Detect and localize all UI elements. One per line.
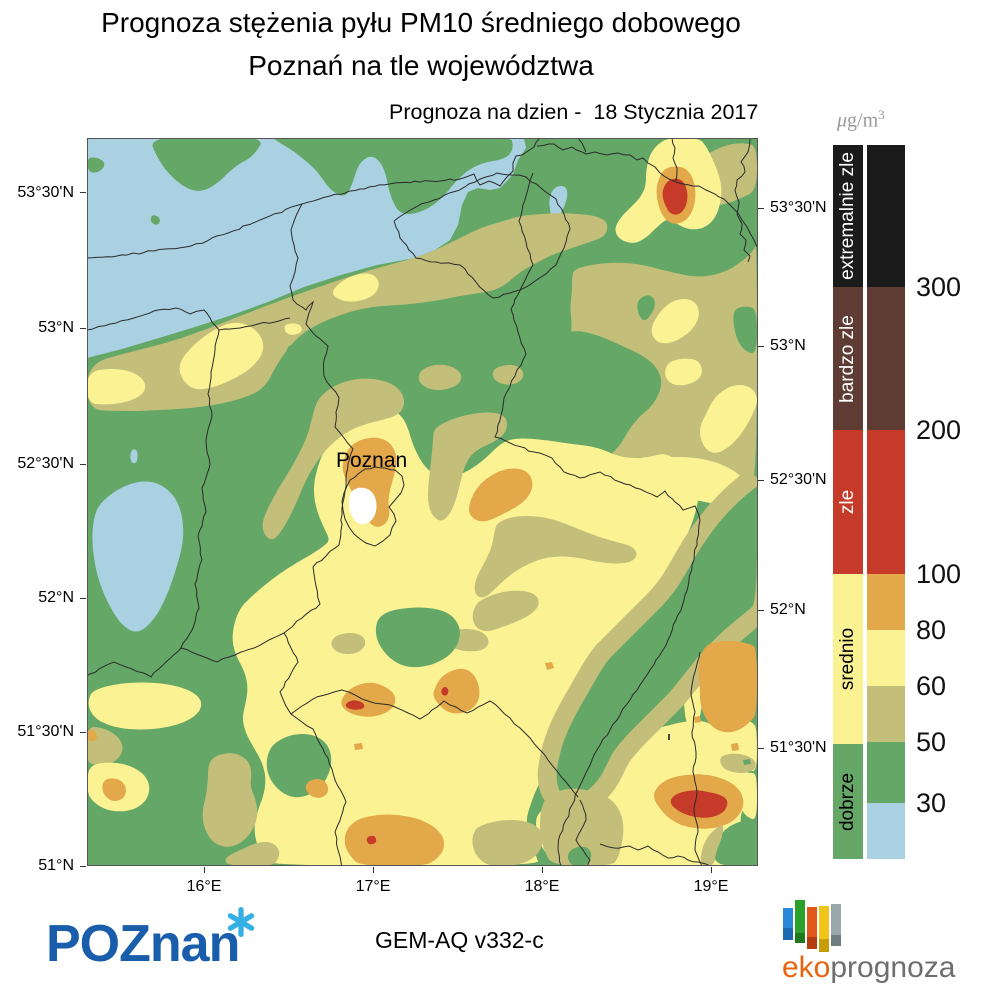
svg-text:Poznan: Poznan xyxy=(336,449,407,472)
svg-text:ekoprognoza: ekoprognoza xyxy=(782,951,956,984)
